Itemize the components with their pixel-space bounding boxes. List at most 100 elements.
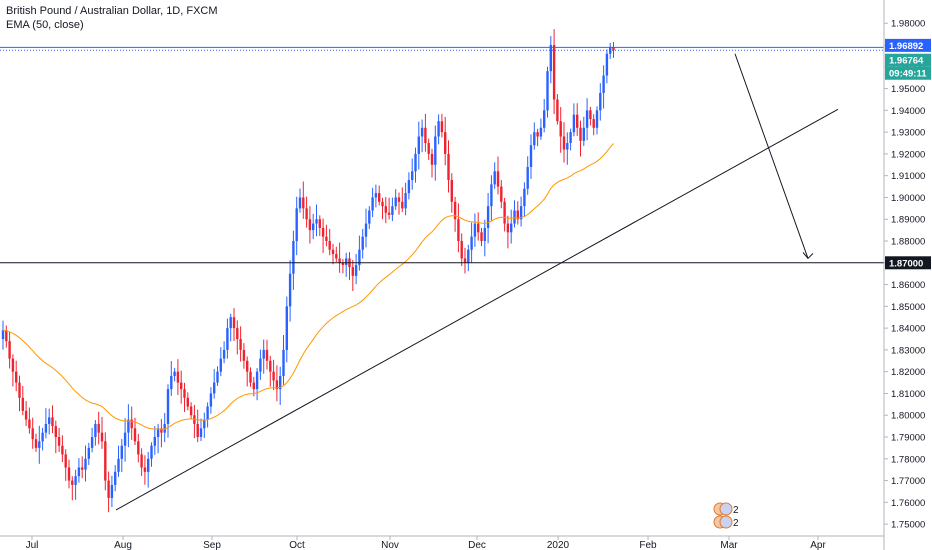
- candle-body: [351, 267, 354, 276]
- candle-body: [206, 406, 209, 420]
- candle-body: [242, 349, 246, 361]
- candle-body: [345, 258, 348, 265]
- time-tick-label: Oct: [289, 540, 305, 550]
- candle-body: [562, 136, 566, 150]
- candle-body: [186, 397, 189, 407]
- candle-body: [483, 227, 486, 242]
- candle-body: [503, 201, 506, 224]
- last-price-tag: 1.96764: [889, 56, 924, 67]
- candle-body: [378, 193, 381, 202]
- candle-body: [374, 193, 378, 198]
- candle-body: [64, 454, 67, 468]
- event-flag-icon: [719, 515, 733, 529]
- candle-body: [8, 341, 11, 359]
- candle-body: [97, 423, 100, 433]
- price-tick-label: 1.88000: [891, 237, 925, 248]
- candle-body: [450, 180, 453, 202]
- candle-body: [539, 127, 543, 137]
- candle-body: [94, 423, 97, 438]
- countdown-tag: 09:49:11: [889, 69, 927, 80]
- candle-body: [566, 143, 569, 150]
- candle-body: [305, 208, 308, 220]
- price-tick-label: 1.95000: [891, 84, 925, 95]
- candle-body: [463, 258, 467, 263]
- candle-body: [358, 249, 361, 265]
- candle-body: [18, 382, 21, 398]
- candle-body: [156, 428, 160, 438]
- candle-body: [81, 467, 84, 470]
- candle-body: [559, 121, 562, 137]
- candle-body: [411, 171, 414, 181]
- price-tick-label: 1.90000: [891, 193, 925, 204]
- price-tick-label: 1.80000: [891, 411, 925, 422]
- candle-body: [318, 219, 321, 228]
- candle-body: [44, 423, 48, 433]
- price-tick-label: 1.77000: [891, 476, 925, 487]
- candle-body: [612, 47, 615, 51]
- candle-body: [255, 371, 259, 390]
- candle-body: [585, 110, 589, 128]
- candle-body: [74, 476, 77, 485]
- candle-body: [282, 349, 285, 377]
- candle-body: [470, 236, 473, 250]
- price-tags: 1.96892 1.96764 09:49:11 1.87000: [885, 38, 931, 270]
- candle-body: [173, 371, 176, 377]
- trendline: [115, 108, 839, 511]
- time-tick-label: Mar: [720, 540, 738, 550]
- time-tick-label: Nov: [381, 540, 399, 550]
- candle-body: [100, 432, 104, 442]
- candle-body: [609, 47, 612, 54]
- candle-body: [77, 467, 81, 477]
- candle-body: [216, 371, 219, 383]
- time-tick-label: Jul: [26, 540, 39, 550]
- price-tick-label: 1.85000: [891, 302, 925, 313]
- candle-body: [11, 358, 15, 372]
- candle-body: [312, 223, 315, 231]
- candle-body: [295, 208, 298, 242]
- candle-body: [447, 153, 450, 181]
- candle-body: [279, 376, 282, 390]
- candle-body: [41, 432, 44, 442]
- candle-body: [427, 143, 430, 154]
- price-tick-label: 1.84000: [891, 324, 925, 335]
- candle-body: [493, 171, 496, 185]
- candle-body: [153, 437, 156, 446]
- candle-body: [5, 330, 8, 342]
- candle-body: [335, 254, 338, 259]
- candle-body: [397, 197, 401, 202]
- candle-body: [246, 360, 249, 372]
- countdown-tag-bg: [885, 66, 931, 80]
- candle-body: [117, 458, 120, 472]
- candle-body: [275, 380, 279, 390]
- chart-legend[interactable]: British Pound / Australian Dollar, 1D, F…: [6, 4, 218, 32]
- price-tick-label: 1.75000: [891, 520, 925, 531]
- candle-body: [552, 45, 556, 100]
- time-tick-label: Dec: [468, 540, 486, 550]
- price-tick-label: 1.94000: [891, 106, 925, 117]
- candle-body: [602, 75, 605, 93]
- candle-body: [57, 437, 61, 446]
- support-price-tag: 1.87000: [889, 258, 923, 269]
- price-tick-label: 1.79000: [891, 433, 925, 444]
- candle-body: [477, 223, 480, 233]
- candle-body: [180, 382, 183, 390]
- candle-body: [599, 92, 602, 111]
- candle-body: [130, 419, 133, 429]
- candle-body: [401, 201, 404, 209]
- price-tick-label: 1.82000: [891, 367, 925, 378]
- candle-body: [213, 382, 216, 394]
- candle-body: [292, 241, 295, 274]
- candle-body: [209, 393, 213, 407]
- overlays-layer: 22: [0, 46, 884, 529]
- candle-body: [259, 358, 262, 372]
- candle-body: [239, 339, 242, 350]
- candle-body: [61, 445, 64, 455]
- candle-body: [315, 219, 318, 224]
- candle-body: [236, 328, 239, 340]
- candle-body: [434, 136, 437, 165]
- candle-body: [28, 419, 31, 429]
- support-price-tag-bg: [885, 256, 931, 270]
- candle-body: [529, 145, 533, 167]
- candle-body: [569, 132, 572, 144]
